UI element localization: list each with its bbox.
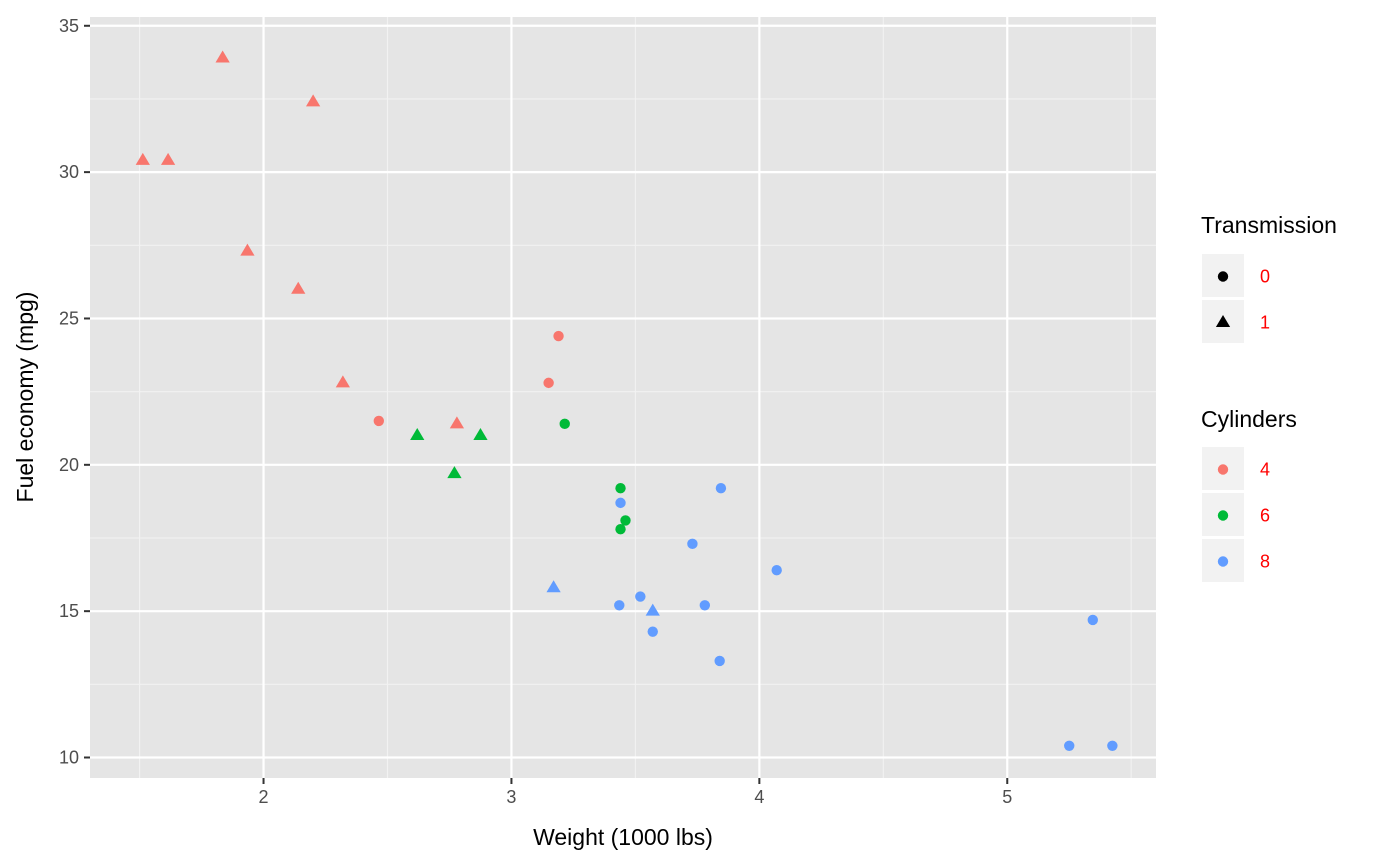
data-point [135, 152, 150, 165]
data-point [335, 375, 350, 388]
legend-label: 4 [1260, 460, 1270, 480]
data-point [1107, 740, 1118, 752]
data-point [546, 580, 561, 593]
data-point [635, 591, 646, 602]
legend-transmission-title: Transmission [1201, 212, 1337, 238]
x-axis-title: Weight (1000 lbs) [533, 824, 713, 850]
x-tick-label: 3 [506, 787, 516, 807]
y-axis: 10 15 20 25 30 35 [59, 16, 90, 768]
circle-icon [1217, 464, 1229, 475]
data-point [553, 330, 564, 342]
data-point [714, 655, 725, 667]
triangle-icon [1215, 315, 1231, 327]
y-tick-label: 20 [59, 455, 79, 475]
y-tick-label: 25 [59, 308, 79, 328]
y-tick-label: 35 [59, 16, 79, 36]
data-point [615, 524, 626, 535]
data-points [135, 50, 1118, 752]
y-tick-label: 15 [59, 601, 79, 621]
data-point [715, 483, 727, 494]
legend-cylinders: Cylinders 4 6 8 [1201, 406, 1297, 582]
data-point [687, 538, 698, 550]
data-point [373, 415, 385, 427]
data-point [240, 243, 255, 256]
x-axis: 2 3 4 5 [259, 778, 1012, 807]
legend-label: 0 [1260, 267, 1270, 287]
data-point [699, 600, 711, 611]
legend-label: 6 [1260, 506, 1270, 526]
data-point [559, 418, 570, 430]
data-point [305, 94, 321, 107]
x-tick-label: 5 [1002, 787, 1012, 807]
circle-icon [1217, 271, 1229, 282]
data-point [1087, 614, 1098, 626]
data-point [160, 152, 176, 165]
minor-gridlines [90, 17, 1156, 778]
data-point [771, 564, 782, 576]
data-point [473, 428, 488, 441]
legend-cylinders-title: Cylinders [1201, 406, 1297, 432]
x-tick-label: 4 [754, 787, 764, 807]
data-point [645, 603, 660, 616]
circle-icon [1217, 510, 1229, 521]
y-tick-label: 30 [59, 162, 79, 182]
data-point [1064, 740, 1075, 752]
data-point [543, 377, 554, 389]
legend-transmission: Transmission 0 1 [1201, 212, 1337, 343]
major-gridlines [90, 17, 1156, 778]
data-point [615, 483, 626, 494]
data-point [215, 50, 230, 63]
legend-label: 8 [1260, 552, 1270, 572]
x-tick-label: 2 [259, 787, 269, 807]
data-point [647, 626, 658, 637]
data-point [291, 281, 306, 294]
data-point [410, 428, 425, 441]
panel-background [90, 17, 1156, 778]
legend-label: 1 [1260, 313, 1270, 333]
y-tick-label: 10 [59, 748, 79, 768]
data-point [449, 416, 465, 429]
data-point [620, 515, 631, 526]
y-axis-title: Fuel economy (mpg) [12, 292, 38, 503]
data-point [614, 600, 625, 611]
circle-icon [1217, 556, 1229, 567]
data-point [615, 497, 626, 509]
data-point [447, 466, 462, 479]
